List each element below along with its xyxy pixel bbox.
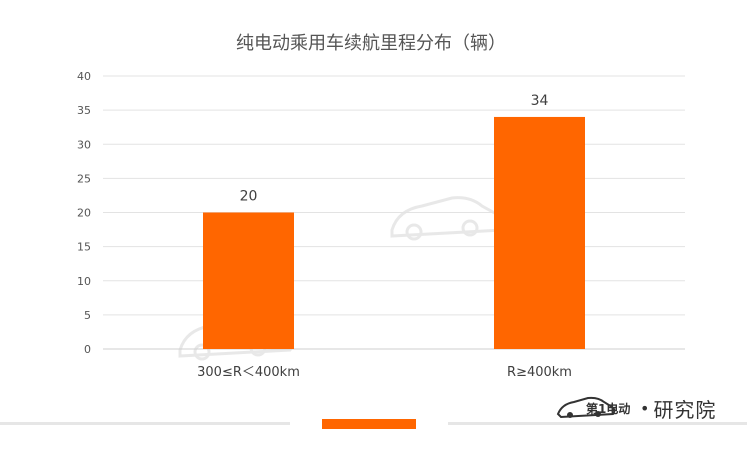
y-tick-label: 20 (77, 207, 91, 220)
grid-lines (103, 75, 685, 350)
y-tick-label: 35 (77, 104, 91, 117)
svg-text:第1电动: 第1电动 (586, 401, 630, 416)
brand-text: 研究院 (653, 397, 717, 422)
y-tick-label: 40 (77, 70, 91, 83)
chart-title: 纯电动乘用车续航里程分布（辆） (236, 33, 506, 54)
x-tick-label: R≥400km (507, 365, 572, 380)
y-tick-label: 25 (77, 172, 91, 185)
brand-logo: 第1电动 • 研究院 (556, 393, 716, 423)
footer-accent-bar (322, 419, 416, 429)
footer-divider-right (448, 422, 747, 425)
car-logo-icon: 第1电动 (556, 396, 630, 419)
watermark-car-icon (390, 196, 507, 241)
y-tick-label: 30 (77, 138, 91, 151)
x-axis-ticks: 300≤R＜400km R≥400km (197, 365, 572, 380)
bar-2 (494, 116, 585, 349)
y-tick-label: 15 (77, 241, 91, 254)
bars (203, 116, 585, 349)
y-axis-ticks: 0 5 10 15 20 25 30 35 40 (77, 70, 91, 356)
bar-1 (203, 212, 294, 349)
x-tick-label: 300≤R＜400km (197, 365, 300, 380)
data-label: 34 (531, 93, 549, 109)
y-tick-label: 10 (77, 275, 91, 288)
footer-divider-left (0, 422, 290, 425)
brand-separator: • (640, 398, 650, 418)
data-label: 20 (240, 189, 258, 205)
y-tick-label: 0 (84, 343, 91, 356)
y-tick-label: 5 (84, 309, 91, 322)
